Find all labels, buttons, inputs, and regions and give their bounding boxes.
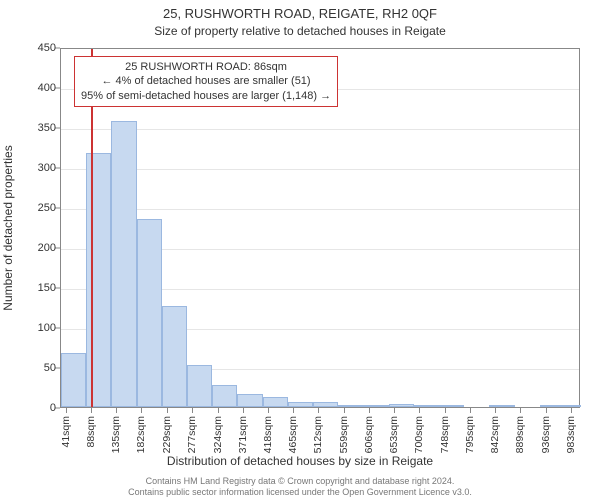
x-tick-mark [66, 408, 67, 413]
x-tick-label: 324sqm [212, 416, 224, 453]
x-tick-mark [546, 408, 547, 413]
x-tick-label: 182sqm [135, 416, 147, 453]
x-tick-label: 559sqm [338, 416, 350, 453]
x-tick-label: 700sqm [413, 416, 425, 453]
x-tick-mark [293, 408, 294, 413]
x-tick-label: 371sqm [237, 416, 249, 453]
histogram-bar [212, 385, 237, 407]
x-tick-label: 606sqm [363, 416, 375, 453]
x-tick-mark [167, 408, 168, 413]
x-tick-mark [445, 408, 446, 413]
y-tick-label: 100 [16, 322, 56, 334]
histogram-bar [237, 394, 262, 407]
x-tick-mark [192, 408, 193, 413]
histogram-bar [338, 405, 363, 407]
y-tick-label: 50 [16, 362, 56, 374]
chart-title-main: 25, RUSHWORTH ROAD, REIGATE, RH2 0QF [0, 6, 600, 21]
y-tick-label: 150 [16, 282, 56, 294]
chart-footer: Contains HM Land Registry data © Crown c… [0, 476, 600, 498]
histogram-bar [439, 405, 464, 407]
grid-line [61, 129, 579, 130]
x-tick-label: 512sqm [312, 416, 324, 453]
y-axis-label: Number of detached properties [1, 145, 15, 310]
histogram-bar [263, 397, 288, 407]
x-tick-mark [369, 408, 370, 413]
x-tick-mark [141, 408, 142, 413]
footer-line-2: Contains public sector information licen… [0, 487, 600, 498]
histogram-bar [313, 402, 338, 407]
marker-info-box: 25 RUSHWORTH ROAD: 86sqm ← 4% of detache… [74, 56, 338, 107]
x-tick-label: 465sqm [287, 416, 299, 453]
x-tick-label: 936sqm [540, 416, 552, 453]
histogram-bar [414, 405, 439, 407]
x-tick-label: 889sqm [514, 416, 526, 453]
histogram-bar [86, 153, 111, 407]
x-tick-mark [268, 408, 269, 413]
histogram-bar [540, 405, 565, 407]
histogram-bar [162, 306, 187, 407]
x-tick-mark [243, 408, 244, 413]
y-tick-label: 400 [16, 82, 56, 94]
x-tick-label: 229sqm [161, 416, 173, 453]
histogram-bar [137, 219, 162, 407]
x-tick-mark [91, 408, 92, 413]
x-tick-label: 653sqm [388, 416, 400, 453]
histogram-bar [389, 404, 414, 407]
x-tick-mark [495, 408, 496, 413]
x-tick-label: 88sqm [85, 416, 97, 448]
histogram-bar [187, 365, 212, 407]
info-line-1: 25 RUSHWORTH ROAD: 86sqm [81, 60, 331, 74]
y-tick-label: 0 [16, 402, 56, 414]
x-tick-mark [419, 408, 420, 413]
y-tick-label: 450 [16, 42, 56, 54]
x-tick-label: 983sqm [565, 416, 577, 453]
grid-line [61, 209, 579, 210]
x-tick-label: 41sqm [60, 416, 72, 448]
x-tick-mark [520, 408, 521, 413]
histogram-bar [61, 353, 86, 407]
y-tick-label: 200 [16, 242, 56, 254]
x-tick-mark [218, 408, 219, 413]
x-tick-label: 277sqm [186, 416, 198, 453]
x-tick-label: 795sqm [464, 416, 476, 453]
x-tick-mark [571, 408, 572, 413]
x-tick-mark [470, 408, 471, 413]
x-tick-label: 135sqm [110, 416, 122, 453]
x-axis-label: Distribution of detached houses by size … [0, 454, 600, 468]
histogram-bar [489, 405, 514, 407]
footer-line-1: Contains HM Land Registry data © Crown c… [0, 476, 600, 487]
grid-line [61, 169, 579, 170]
y-tick-label: 250 [16, 202, 56, 214]
chart-container: 25, RUSHWORTH ROAD, REIGATE, RH2 0QF Siz… [0, 0, 600, 500]
histogram-bar [288, 402, 313, 407]
chart-title-sub: Size of property relative to detached ho… [0, 24, 600, 38]
x-tick-label: 748sqm [439, 416, 451, 453]
info-line-3: 95% of semi-detached houses are larger (… [81, 89, 331, 103]
x-tick-mark [394, 408, 395, 413]
y-tick-label: 350 [16, 122, 56, 134]
histogram-bar [565, 405, 581, 407]
x-tick-label: 842sqm [489, 416, 501, 453]
y-tick-label: 300 [16, 162, 56, 174]
x-tick-mark [344, 408, 345, 413]
x-tick-mark [318, 408, 319, 413]
histogram-bar [111, 121, 136, 407]
info-line-2: ← 4% of detached houses are smaller (51) [81, 74, 331, 88]
x-tick-label: 418sqm [262, 416, 274, 453]
histogram-bar [363, 405, 388, 407]
x-tick-mark [116, 408, 117, 413]
